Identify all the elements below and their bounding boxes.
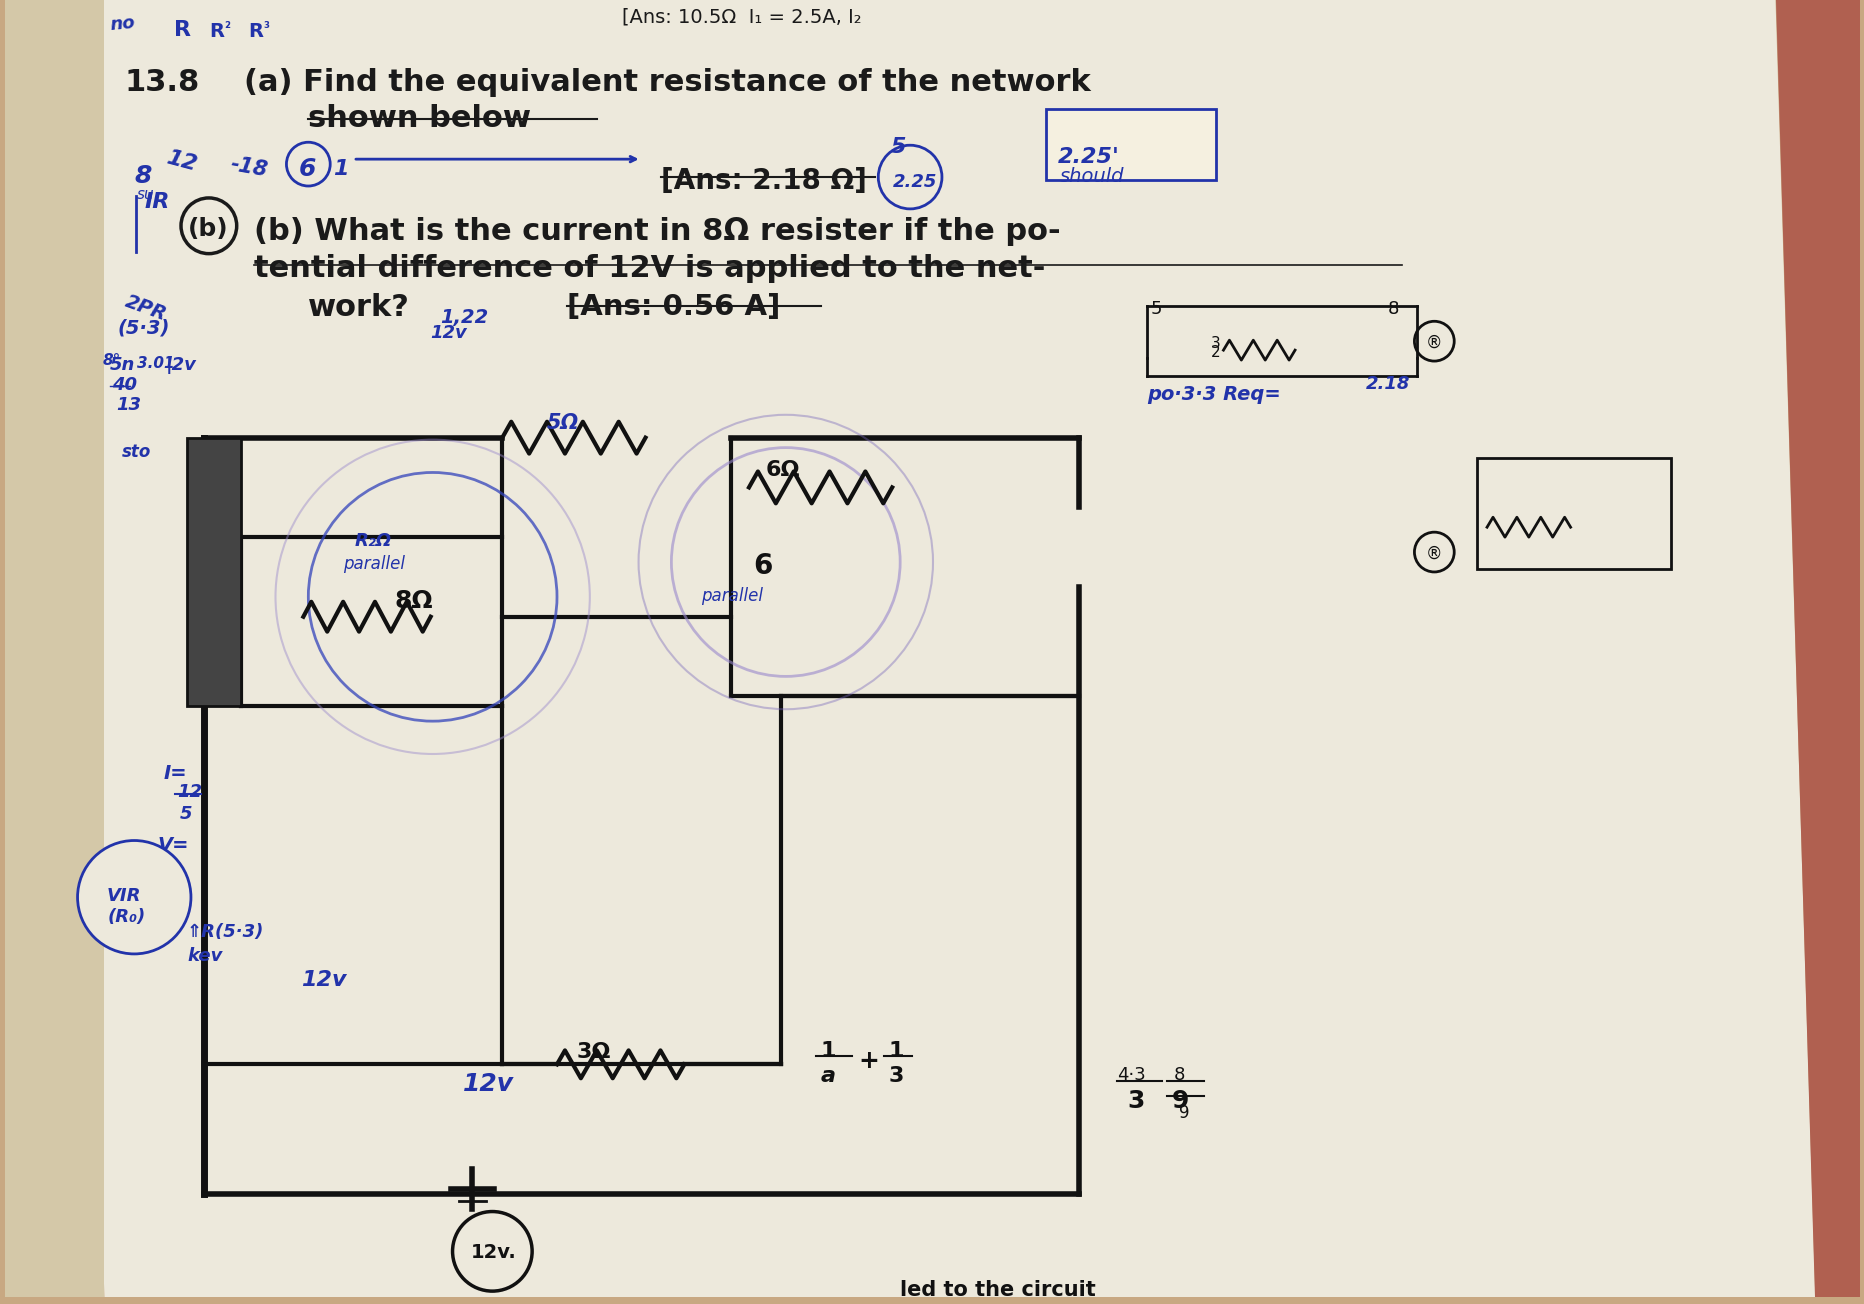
- Text: [Ans: 10.5Ω  I₁ = 2.5A, I₂: [Ans: 10.5Ω I₁ = 2.5A, I₂: [621, 8, 861, 27]
- Text: 12v: 12v: [431, 325, 468, 342]
- Polygon shape: [6, 0, 104, 1297]
- Text: R₂Ω: R₂Ω: [354, 532, 391, 550]
- Text: 6: 6: [753, 552, 772, 580]
- Text: R: R: [173, 20, 190, 40]
- Text: 3: 3: [887, 1067, 904, 1086]
- Text: 5: 5: [181, 805, 192, 823]
- Text: 1,22: 1,22: [440, 308, 488, 327]
- Text: 5: 5: [889, 137, 906, 158]
- Text: 9: 9: [1171, 1089, 1189, 1114]
- Text: a: a: [820, 1067, 835, 1086]
- Text: 9: 9: [1178, 1104, 1189, 1123]
- Text: 1: 1: [334, 159, 349, 179]
- Text: (b): (b): [188, 216, 229, 241]
- Bar: [1476, 458, 1670, 569]
- Text: 8: 8: [1172, 1067, 1184, 1085]
- Text: (a) Find the equivalent resistance of the network: (a) Find the equivalent resistance of th…: [244, 68, 1090, 96]
- Text: 5n: 5n: [110, 356, 134, 374]
- Text: 3Ω: 3Ω: [576, 1042, 611, 1063]
- Text: no: no: [110, 14, 136, 34]
- Text: parallel: parallel: [701, 587, 762, 605]
- Text: 13: 13: [116, 396, 142, 413]
- Text: 12v.: 12v.: [470, 1244, 516, 1262]
- Text: I=: I=: [164, 764, 188, 782]
- Text: R: R: [248, 22, 263, 40]
- Circle shape: [78, 841, 190, 955]
- Text: ®: ®: [1424, 545, 1441, 563]
- Text: 8: 8: [1387, 300, 1398, 318]
- Text: sto: sto: [123, 442, 151, 460]
- Text: (5·3): (5·3): [117, 318, 170, 338]
- Text: work?: work?: [308, 293, 410, 322]
- Text: 3: 3: [1210, 336, 1219, 351]
- Text: 13.8: 13.8: [125, 68, 199, 96]
- Text: kev: kev: [186, 947, 222, 965]
- Text: +: +: [857, 1050, 878, 1073]
- Text: [Ans: 0.56 A]: [Ans: 0.56 A]: [567, 293, 779, 322]
- Text: 2.18: 2.18: [1364, 376, 1409, 393]
- Text: tential difference of 12V is applied to the net-: tential difference of 12V is applied to …: [254, 254, 1044, 283]
- Text: 3: 3: [1126, 1089, 1144, 1114]
- Text: 40: 40: [112, 376, 138, 394]
- Text: 1: 1: [820, 1042, 835, 1061]
- Text: parallel: parallel: [343, 556, 404, 572]
- Text: ₂: ₂: [224, 17, 229, 31]
- Text: ⇑R(5·3): ⇑R(5·3): [186, 923, 265, 941]
- Text: 8°: 8°: [103, 353, 121, 368]
- Text: 12v: 12v: [302, 970, 347, 990]
- Text: 12: 12: [177, 782, 201, 801]
- Text: |2v: |2v: [166, 356, 198, 374]
- Text: 8: 8: [134, 164, 151, 188]
- Text: ®: ®: [1424, 334, 1441, 352]
- Text: VIR: VIR: [106, 887, 142, 905]
- Polygon shape: [1775, 0, 1858, 1297]
- Circle shape: [453, 1211, 531, 1291]
- Text: IR: IR: [144, 192, 170, 213]
- FancyBboxPatch shape: [1046, 110, 1215, 180]
- Text: 2PR: 2PR: [123, 292, 170, 323]
- Text: 6Ω: 6Ω: [766, 459, 800, 480]
- Text: 3.01: 3.01: [138, 356, 175, 372]
- Text: [Ans: 2.18 Ω]: [Ans: 2.18 Ω]: [662, 167, 867, 196]
- Text: 12v: 12v: [462, 1072, 513, 1097]
- Text: 2: 2: [1210, 346, 1219, 360]
- Text: V=: V=: [157, 836, 188, 854]
- Text: 8Ω: 8Ω: [395, 589, 432, 613]
- Bar: [186, 438, 240, 707]
- Polygon shape: [65, 0, 1814, 1297]
- Text: 5: 5: [1150, 300, 1161, 318]
- Text: su: su: [138, 186, 155, 202]
- Text: (R₀): (R₀): [108, 908, 145, 926]
- Text: 5Ω: 5Ω: [546, 413, 580, 433]
- Text: ₃: ₃: [263, 17, 270, 31]
- Text: 12: 12: [164, 147, 199, 175]
- Text: 6: 6: [298, 158, 315, 181]
- Text: 2.25: 2.25: [893, 173, 938, 192]
- Text: 2.25': 2.25': [1057, 147, 1118, 167]
- Text: R: R: [209, 22, 224, 40]
- Text: (b) What is the current in 8Ω resister if the po-: (b) What is the current in 8Ω resister i…: [254, 216, 1059, 246]
- Text: 4·3: 4·3: [1117, 1067, 1144, 1085]
- Text: shown below: shown below: [308, 104, 531, 133]
- Text: 1: 1: [887, 1042, 904, 1061]
- Text: -18: -18: [229, 154, 268, 180]
- Text: should: should: [1059, 167, 1124, 186]
- Text: po·3·3 Req=: po·3·3 Req=: [1146, 385, 1281, 404]
- Text: led to the circuit: led to the circuit: [900, 1281, 1096, 1300]
